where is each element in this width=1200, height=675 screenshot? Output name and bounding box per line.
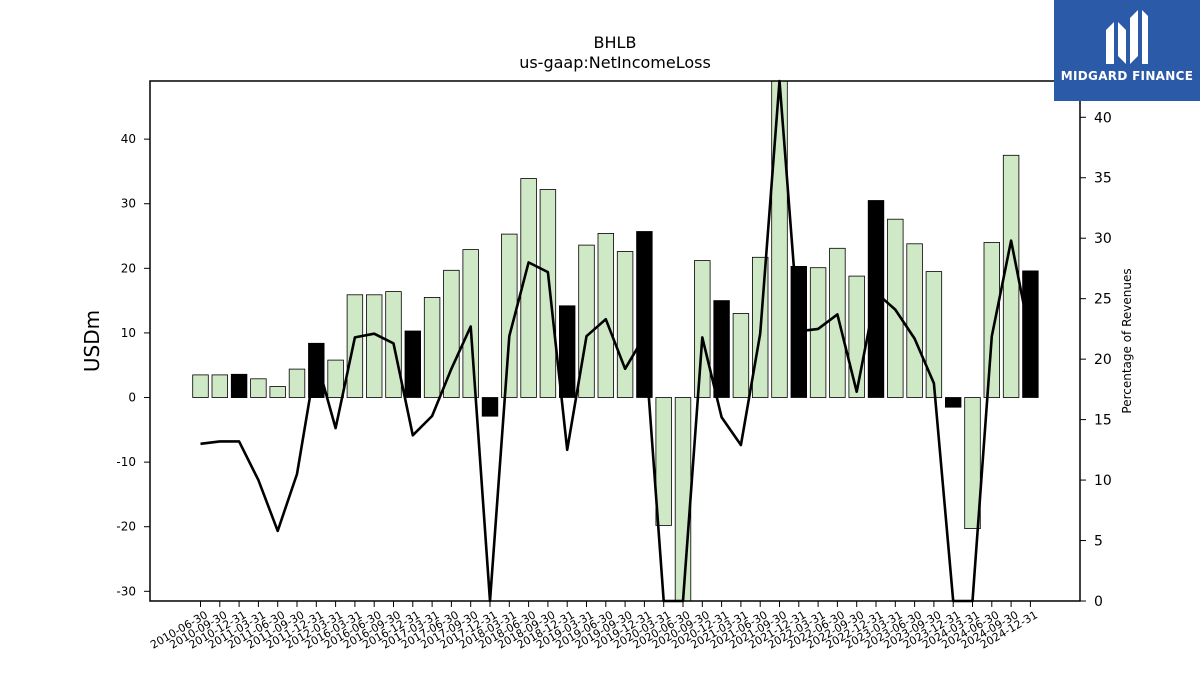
- bar-2024-09-30: [1002, 154, 1020, 398]
- bar-2017-06-30: [443, 269, 460, 398]
- y-tick-label: -30: [116, 584, 136, 598]
- chart-title: BHLB: [594, 33, 637, 52]
- y2-tick-label: 35: [1094, 171, 1112, 187]
- bar-2010-12-31: [230, 373, 248, 398]
- bar-2011-03-31: [250, 378, 267, 398]
- y2-tick-label: 40: [1094, 110, 1112, 126]
- y-tick-label: -10: [116, 455, 136, 469]
- y2-tick-label: 0: [1094, 594, 1103, 610]
- bar-2018-12-31: [559, 305, 576, 398]
- y2-tick-label: 10: [1094, 473, 1112, 489]
- bar-2021-09-30: [771, 80, 788, 398]
- y2-axis-label: Percentage of Revenues: [1120, 268, 1134, 413]
- bar-2018-09-30: [539, 189, 557, 398]
- bar-2012-03-31: [327, 359, 344, 399]
- x-axis: 2010-06-302010-09-302010-12-312011-03-31…: [148, 601, 1040, 652]
- y2-tick-label: 5: [1094, 534, 1103, 550]
- bar-2023-06-30: [906, 243, 923, 398]
- y-tick-label: 20: [121, 261, 136, 275]
- plot-frame: [149, 80, 1081, 602]
- bar-2022-09-30: [848, 275, 865, 398]
- y-axis-right: 0 5 10 15 20 25 30 35 40: [1080, 110, 1112, 610]
- y-tick-label: 40: [121, 132, 136, 146]
- logo-text: MIDGARD FINANCE: [1060, 69, 1194, 83]
- y2-tick-label: 15: [1094, 413, 1112, 429]
- bar-2020-03-31: [655, 397, 672, 526]
- bar-2018-03-31: [501, 233, 518, 398]
- line-layer: [200, 79, 1032, 603]
- bars-layer: [192, 80, 1039, 602]
- bar-2022-03-31: [809, 267, 827, 398]
- chart-subtitle: us-gaap:NetIncomeLoss: [519, 53, 711, 72]
- percentage-of-revenues-line: [200, 79, 1032, 603]
- bar-2020-06-30: [674, 397, 692, 602]
- logo-mark-icon: [1106, 10, 1148, 64]
- bar-2017-03-31: [423, 296, 441, 398]
- bar-2022-06-30: [829, 247, 846, 398]
- y-axis-left: -30 -20 -10 0 10 20 30 40: [116, 132, 150, 598]
- y2-tick-label: 30: [1094, 231, 1112, 247]
- y-axis-label: USDm: [80, 310, 104, 372]
- bar-2010-09-30: [211, 374, 229, 398]
- bar-2019-09-30: [616, 251, 634, 398]
- bar-2017-09-30: [462, 249, 479, 398]
- brand-logo: MIDGARD FINANCE: [1054, 0, 1200, 101]
- bar-2020-12-31: [713, 300, 730, 398]
- bar-2016-03-31: [346, 294, 364, 398]
- y-tick-label: -20: [116, 520, 136, 534]
- bar-2024-06-30: [983, 242, 1001, 398]
- bar-2023-09-30: [925, 271, 943, 399]
- bar-2017-12-31: [481, 397, 499, 417]
- bar-2019-12-31: [636, 231, 653, 398]
- bar-2011-06-30: [269, 386, 286, 398]
- bar-2024-03-31: [964, 397, 981, 530]
- bar-2016-12-31: [404, 330, 422, 398]
- y2-tick-label: 25: [1094, 292, 1112, 308]
- bar-2010-06-30: [192, 374, 209, 398]
- bar-2023-12-31: [945, 397, 962, 408]
- bar-2020-09-30: [694, 260, 711, 398]
- y-tick-label: 10: [121, 326, 136, 340]
- y2-tick-label: 20: [1094, 352, 1112, 368]
- bar-2019-06-30: [597, 232, 615, 398]
- bar-2016-06-30: [365, 294, 383, 398]
- y-tick-label: 0: [128, 391, 136, 405]
- bar-2021-03-31: [732, 313, 750, 398]
- bar-2011-09-30: [288, 368, 306, 398]
- y-tick-label: 30: [121, 197, 136, 211]
